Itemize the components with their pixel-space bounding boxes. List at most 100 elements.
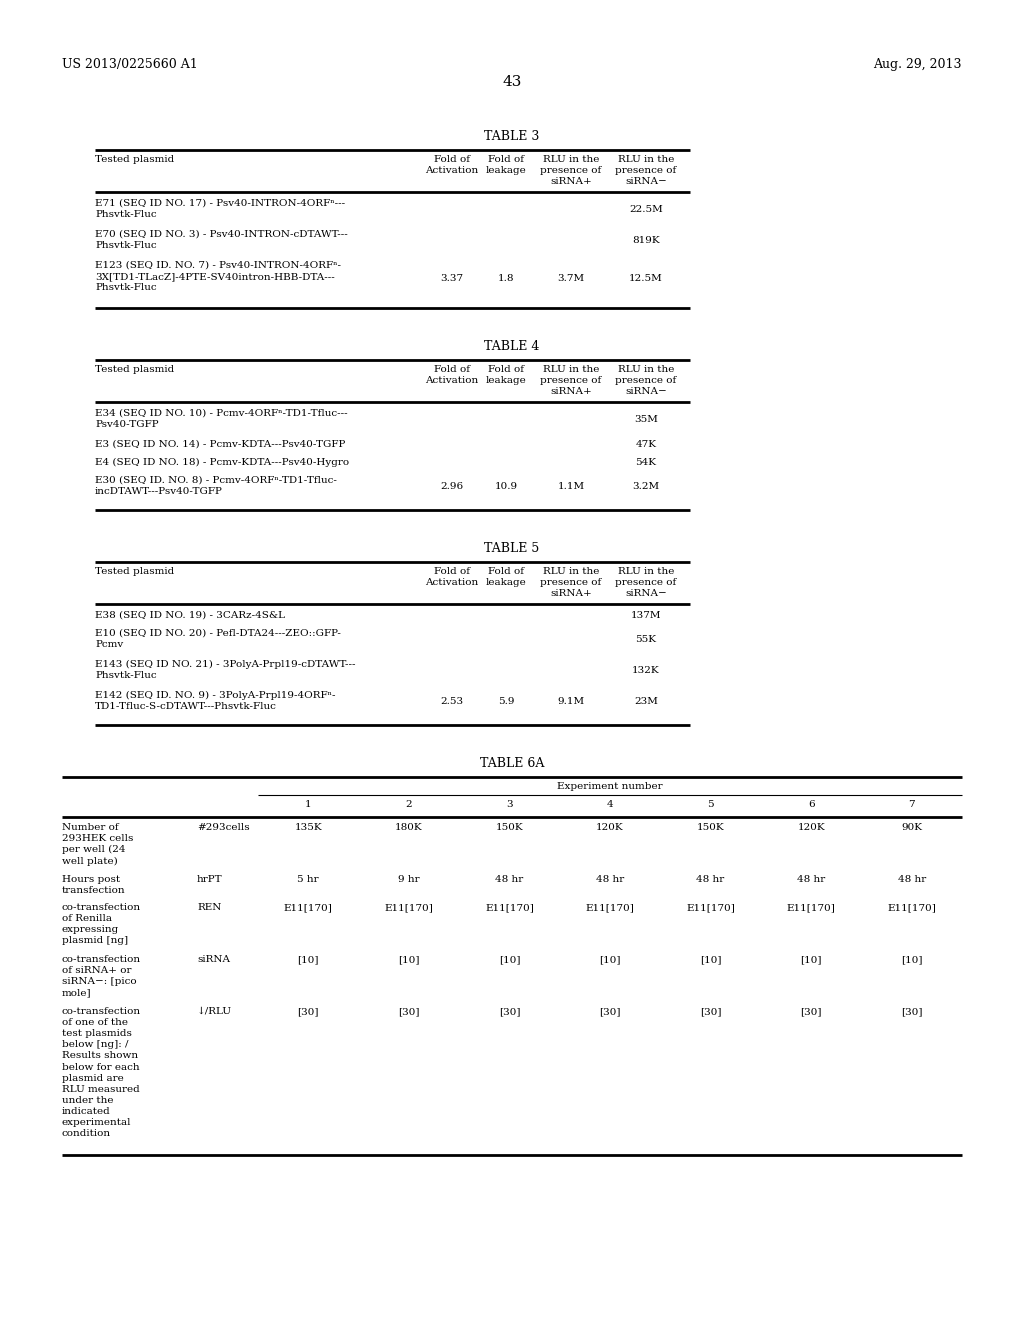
Text: 23M: 23M <box>634 697 658 706</box>
Text: co-transfection
of one of the
test plasmids
below [ng]: /
Results shown
below fo: co-transfection of one of the test plasm… <box>62 1007 141 1138</box>
Text: E143 (SEQ ID NO. 21) - 3PolyA-Prpl19-cDTAWT---
Phsvtk-Fluc: E143 (SEQ ID NO. 21) - 3PolyA-Prpl19-cDT… <box>95 660 355 680</box>
Text: E11[170]: E11[170] <box>284 903 333 912</box>
Text: E10 (SEQ ID NO. 20) - Pefl-DTA24---ZEO::GFP-
Pcmv: E10 (SEQ ID NO. 20) - Pefl-DTA24---ZEO::… <box>95 630 341 649</box>
Text: 120K: 120K <box>798 822 825 832</box>
Text: 5: 5 <box>708 800 714 809</box>
Text: [10]: [10] <box>699 954 721 964</box>
Text: E11[170]: E11[170] <box>485 903 534 912</box>
Text: 10.9: 10.9 <box>495 482 517 491</box>
Text: 2.53: 2.53 <box>440 697 464 706</box>
Text: Experiment number: Experiment number <box>557 781 663 791</box>
Text: [10]: [10] <box>901 954 923 964</box>
Text: [30]: [30] <box>801 1007 822 1016</box>
Text: 1: 1 <box>305 800 311 809</box>
Text: 6: 6 <box>808 800 814 809</box>
Text: 120K: 120K <box>596 822 624 832</box>
Text: 55K: 55K <box>636 635 656 644</box>
Text: E38 (SEQ ID NO. 19) - 3CARz-4S&L: E38 (SEQ ID NO. 19) - 3CARz-4S&L <box>95 611 285 620</box>
Text: 12.5M: 12.5M <box>629 275 663 282</box>
Text: TABLE 4: TABLE 4 <box>484 341 540 352</box>
Text: RLU in the
presence of
siRNA−: RLU in the presence of siRNA− <box>615 366 677 396</box>
Text: Tested plasmid: Tested plasmid <box>95 568 174 576</box>
Text: Number of
293HEK cells
per well (24
well plate): Number of 293HEK cells per well (24 well… <box>62 822 133 866</box>
Text: [10]: [10] <box>398 954 420 964</box>
Text: 47K: 47K <box>636 440 656 449</box>
Text: co-transfection
of siRNA+ or
siRNA−: [pico
mole]: co-transfection of siRNA+ or siRNA−: [pi… <box>62 954 141 998</box>
Text: 150K: 150K <box>696 822 724 832</box>
Text: E11[170]: E11[170] <box>586 903 635 912</box>
Text: #293cells: #293cells <box>197 822 250 832</box>
Text: 1.1M: 1.1M <box>557 482 585 491</box>
Text: E11[170]: E11[170] <box>786 903 836 912</box>
Text: 43: 43 <box>503 75 521 88</box>
Text: [30]: [30] <box>298 1007 319 1016</box>
Text: 3.2M: 3.2M <box>633 482 659 491</box>
Text: ↓/RLU: ↓/RLU <box>197 1007 232 1016</box>
Text: [30]: [30] <box>398 1007 420 1016</box>
Text: Fold of
leakage: Fold of leakage <box>485 366 526 385</box>
Text: [30]: [30] <box>901 1007 923 1016</box>
Text: siRNA: siRNA <box>197 954 230 964</box>
Text: 5.9: 5.9 <box>498 697 514 706</box>
Text: [10]: [10] <box>599 954 621 964</box>
Text: [30]: [30] <box>599 1007 621 1016</box>
Text: 22.5M: 22.5M <box>629 205 663 214</box>
Text: RLU in the
presence of
siRNA+: RLU in the presence of siRNA+ <box>541 366 602 396</box>
Text: 150K: 150K <box>496 822 523 832</box>
Text: 2.96: 2.96 <box>440 482 464 491</box>
Text: RLU in the
presence of
siRNA−: RLU in the presence of siRNA− <box>615 154 677 186</box>
Text: 35M: 35M <box>634 414 658 424</box>
Text: E30 (SEQ ID. NO. 8) - Pcmv-4ORFⁿ-TD1-Tfluc-
incDTAWT---Psv40-TGFP: E30 (SEQ ID. NO. 8) - Pcmv-4ORFⁿ-TD1-Tfl… <box>95 477 337 496</box>
Text: 819K: 819K <box>632 236 659 246</box>
Text: Fold of
Activation: Fold of Activation <box>425 154 478 176</box>
Text: E70 (SEQ ID NO. 3) - Psv40-INTRON-cDTAWT---
Phsvtk-Fluc: E70 (SEQ ID NO. 3) - Psv40-INTRON-cDTAWT… <box>95 230 348 249</box>
Text: 90K: 90K <box>901 822 923 832</box>
Text: 137M: 137M <box>631 611 662 620</box>
Text: Fold of
leakage: Fold of leakage <box>485 154 526 176</box>
Text: 54K: 54K <box>636 458 656 467</box>
Text: 3.7M: 3.7M <box>557 275 585 282</box>
Text: TABLE 5: TABLE 5 <box>484 543 540 554</box>
Text: E11[170]: E11[170] <box>384 903 433 912</box>
Text: E34 (SEQ ID NO. 10) - Pcmv-4ORFⁿ-TD1-Tfluc---
Psv40-TGFP: E34 (SEQ ID NO. 10) - Pcmv-4ORFⁿ-TD1-Tfl… <box>95 409 347 429</box>
Text: [10]: [10] <box>499 954 520 964</box>
Text: E11[170]: E11[170] <box>887 903 936 912</box>
Text: 135K: 135K <box>295 822 323 832</box>
Text: 5 hr: 5 hr <box>298 875 319 884</box>
Text: Tested plasmid: Tested plasmid <box>95 154 174 164</box>
Text: E123 (SEQ ID. NO. 7) - Psv40-INTRON-4ORFⁿ-
3X[TD1-TLacZ]-4PTE-SV40intron-HBB-DTA: E123 (SEQ ID. NO. 7) - Psv40-INTRON-4ORF… <box>95 261 341 292</box>
Text: 7: 7 <box>908 800 915 809</box>
Text: 48 hr: 48 hr <box>596 875 624 884</box>
Text: 3.37: 3.37 <box>440 275 464 282</box>
Text: E71 (SEQ ID NO. 17) - Psv40-INTRON-4ORFⁿ---
Phsvtk-Fluc: E71 (SEQ ID NO. 17) - Psv40-INTRON-4ORFⁿ… <box>95 199 345 219</box>
Text: 48 hr: 48 hr <box>797 875 825 884</box>
Text: [10]: [10] <box>801 954 822 964</box>
Text: Fold of
Activation: Fold of Activation <box>425 568 478 587</box>
Text: E3 (SEQ ID NO. 14) - Pcmv-KDTA---Psv40-TGFP: E3 (SEQ ID NO. 14) - Pcmv-KDTA---Psv40-T… <box>95 440 345 449</box>
Text: 48 hr: 48 hr <box>496 875 523 884</box>
Text: 48 hr: 48 hr <box>696 875 725 884</box>
Text: Tested plasmid: Tested plasmid <box>95 366 174 374</box>
Text: [10]: [10] <box>298 954 319 964</box>
Text: [30]: [30] <box>699 1007 721 1016</box>
Text: E11[170]: E11[170] <box>686 903 735 912</box>
Text: 2: 2 <box>406 800 413 809</box>
Text: 4: 4 <box>606 800 613 809</box>
Text: 9 hr: 9 hr <box>398 875 420 884</box>
Text: Hours post
transfection: Hours post transfection <box>62 875 126 895</box>
Text: Fold of
leakage: Fold of leakage <box>485 568 526 587</box>
Text: hrPT: hrPT <box>197 875 222 884</box>
Text: TABLE 6A: TABLE 6A <box>480 756 544 770</box>
Text: 9.1M: 9.1M <box>557 697 585 706</box>
Text: 3: 3 <box>506 800 513 809</box>
Text: E4 (SEQ ID NO. 18) - Pcmv-KDTA---Psv40-Hygro: E4 (SEQ ID NO. 18) - Pcmv-KDTA---Psv40-H… <box>95 458 349 467</box>
Text: Aug. 29, 2013: Aug. 29, 2013 <box>873 58 962 71</box>
Text: 132K: 132K <box>632 667 659 675</box>
Text: [30]: [30] <box>499 1007 520 1016</box>
Text: TABLE 3: TABLE 3 <box>484 129 540 143</box>
Text: co-transfection
of Renilla
expressing
plasmid [ng]: co-transfection of Renilla expressing pl… <box>62 903 141 945</box>
Text: Fold of
Activation: Fold of Activation <box>425 366 478 385</box>
Text: RLU in the
presence of
siRNA−: RLU in the presence of siRNA− <box>615 568 677 598</box>
Text: E142 (SEQ ID. NO. 9) - 3PolyA-Prpl19-4ORFⁿ-
TD1-Tfluc-S-cDTAWT---Phsvtk-Fluc: E142 (SEQ ID. NO. 9) - 3PolyA-Prpl19-4OR… <box>95 690 336 711</box>
Text: 1.8: 1.8 <box>498 275 514 282</box>
